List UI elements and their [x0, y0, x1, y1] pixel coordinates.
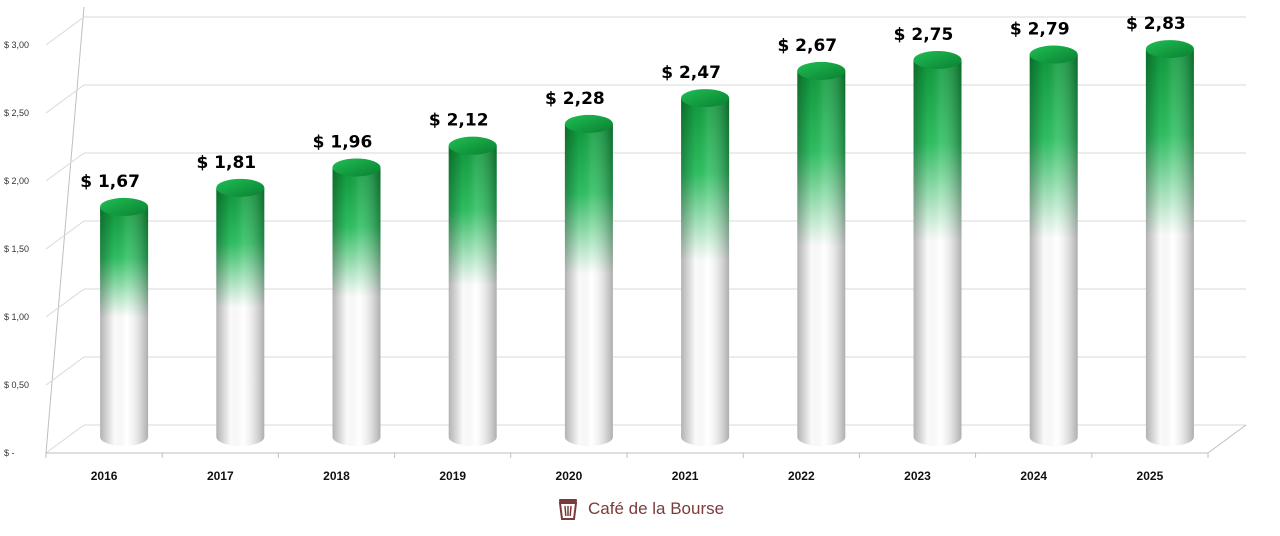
gridline	[45, 152, 1246, 182]
gridline	[45, 356, 1246, 386]
y-tick-label: $ 2,00	[4, 176, 29, 186]
x-tick-label: 2025	[1137, 469, 1164, 483]
data-label: $ 2,47	[661, 63, 721, 83]
bar-cap	[681, 89, 730, 108]
bar-shading	[100, 206, 149, 446]
y-tick-label: $ 2,50	[4, 108, 29, 118]
x-tick-label: 2019	[439, 469, 466, 483]
y-tick-label: $ 1,00	[4, 312, 29, 322]
bar-cap	[913, 51, 962, 69]
bar-2020	[564, 114, 613, 447]
bar-2021	[681, 89, 730, 446]
y-tick-label: $ 1,50	[4, 244, 29, 254]
bar-2024	[1029, 45, 1078, 447]
bar-2022	[797, 61, 846, 446]
data-label: $ 1,81	[196, 153, 256, 173]
x-tick-label: 2024	[1020, 469, 1047, 483]
bar-shading	[1029, 54, 1078, 447]
bar-2019	[448, 136, 497, 446]
bar-cap	[216, 178, 265, 197]
data-label: $ 2,79	[1010, 20, 1070, 40]
data-label: $ 2,12	[429, 111, 489, 131]
gridline	[45, 84, 1246, 114]
grid-layer	[45, 6, 1247, 458]
bar-shading	[448, 145, 497, 446]
bar-2018	[332, 158, 381, 446]
bar-shading	[332, 167, 381, 446]
y-tick-label: $ 3,00	[4, 40, 29, 50]
labels-layer: $ - $ 0,50 $ 1,00 $ 1,50 $ 2,00 $ 2,50 $ 3,00 2…	[4, 14, 1186, 483]
bar-2016	[100, 197, 149, 446]
floor-right-edge	[1207, 424, 1247, 454]
coffee-cup-icon	[558, 499, 578, 520]
gridline	[45, 16, 1246, 46]
bar-2023	[913, 51, 962, 446]
bar-shading	[681, 98, 730, 446]
watermark-text: Café de la Bourse	[588, 499, 725, 518]
bar-cap	[448, 136, 497, 155]
gridline	[45, 220, 1246, 250]
x-tick-label: 2018	[323, 469, 350, 483]
bar-cap	[1145, 40, 1194, 59]
bar-shading	[1145, 49, 1194, 447]
watermark: Café de la Bourse	[556, 496, 724, 522]
data-label: $ 1,67	[80, 172, 140, 192]
bar-cap	[1029, 45, 1078, 64]
x-tick-label: 2016	[91, 469, 118, 483]
x-tick-label: 2022	[788, 469, 815, 483]
bar-cap	[564, 114, 613, 133]
data-label: $ 1,96	[313, 132, 373, 152]
data-label: $ 2,83	[1126, 14, 1186, 34]
bar-shading	[564, 123, 613, 447]
gridline	[45, 288, 1246, 318]
y-tick-label: $ -	[4, 448, 15, 458]
gridline	[45, 424, 1246, 454]
y-tick-label: $ 0,50	[4, 380, 29, 390]
bar-cap	[100, 197, 149, 216]
data-label: $ 2,75	[894, 25, 954, 45]
x-tick-label: 2017	[207, 469, 234, 483]
bar-cap	[797, 61, 846, 80]
bar-2017	[216, 178, 265, 446]
x-tick-label: 2021	[672, 469, 699, 483]
data-label: $ 2,28	[545, 89, 605, 109]
bar-shading	[216, 187, 265, 446]
data-label: $ 2,67	[777, 36, 837, 56]
bar-shading	[797, 70, 846, 446]
side-wall-edge	[45, 6, 85, 454]
x-tick-label: 2020	[556, 469, 583, 483]
bars-layer	[100, 40, 1194, 447]
bar-cap	[332, 158, 381, 177]
bar-shading	[913, 60, 962, 446]
bar-2025	[1145, 40, 1194, 447]
x-tick-label: 2023	[904, 469, 931, 483]
